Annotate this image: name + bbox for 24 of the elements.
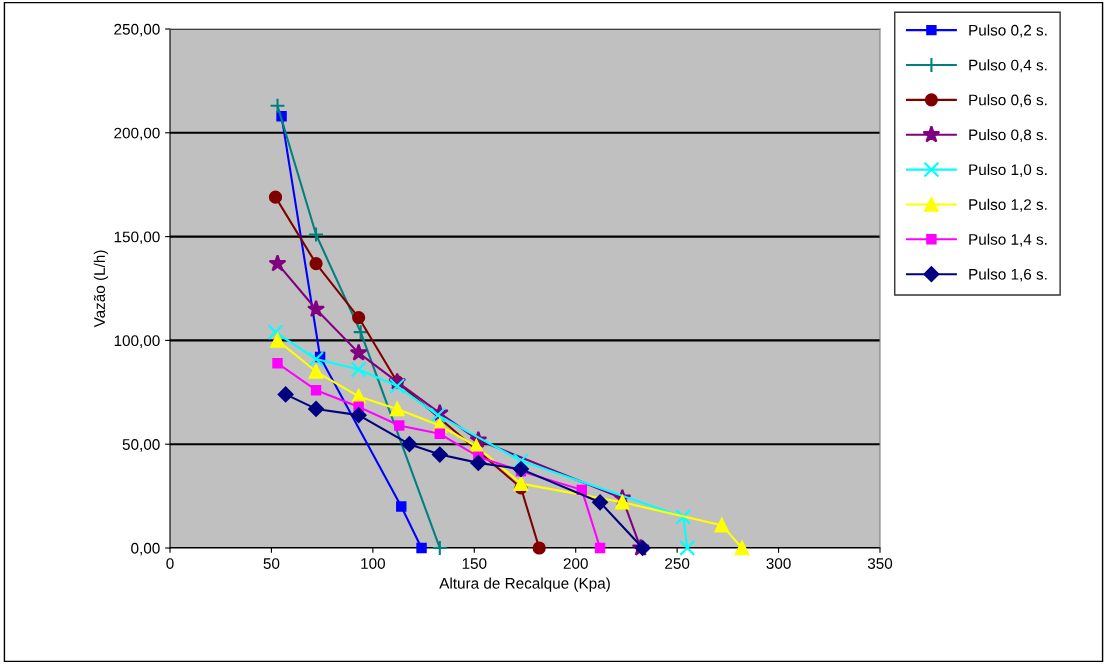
legend-label: Pulso 0,6 s. — [969, 94, 1047, 108]
legend-label: Pulso 0,4 s. — [969, 59, 1047, 73]
legend-label: Pulso 0,8 s. — [969, 129, 1047, 143]
y-tick-label: 150,00 — [114, 231, 160, 245]
y-tick-label: 0,00 — [131, 542, 160, 556]
y-tick-label: 250,00 — [114, 23, 160, 37]
y-tick-label: 100,00 — [114, 335, 160, 348]
legend-label: Pulso 0,2 s. — [969, 24, 1047, 38]
x-tick-label: 250 — [665, 558, 690, 569]
x-tick-label: 300 — [766, 558, 791, 569]
x-tick-label: 100 — [361, 558, 386, 569]
legend-label: Pulso 1,6 s. — [969, 268, 1047, 282]
legend-label: Pulso 1,4 s. — [969, 233, 1047, 247]
x-tick-label: 150 — [462, 558, 487, 569]
y-tick-label: 50,00 — [122, 439, 160, 452]
legend-label: Pulso 1,0 s. — [969, 163, 1047, 177]
y-tick-label: 200,00 — [114, 127, 160, 141]
x-tick-label: 0 — [166, 558, 174, 569]
x-tick-label: 200 — [563, 558, 588, 569]
legend-label: Pulso 1,2 s. — [969, 198, 1047, 212]
x-tick-label: 350 — [867, 558, 893, 569]
y-axis-title: Vazão (L/h) — [93, 250, 108, 328]
x-tick-label: 50 — [263, 558, 280, 569]
x-axis-title: Altura de Recalque (Kpa) — [439, 577, 610, 592]
